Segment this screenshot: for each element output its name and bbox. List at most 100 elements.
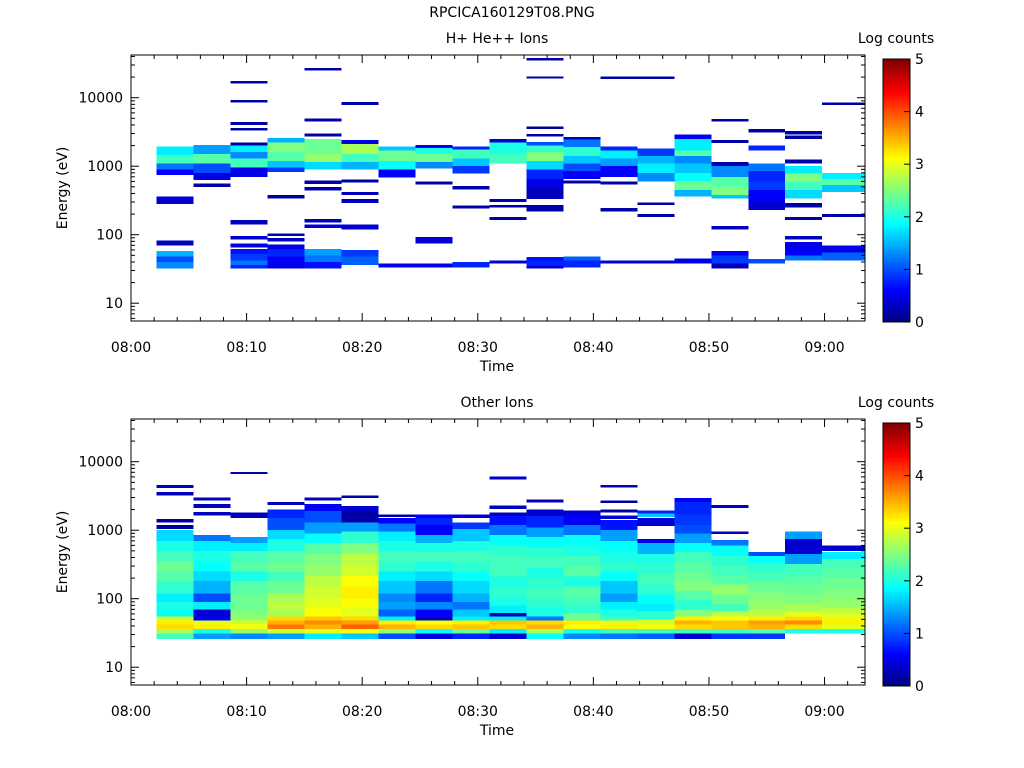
heatmap-cell [378, 518, 416, 524]
colorbar-segment [883, 243, 910, 247]
colorbar-segment [883, 536, 910, 540]
heatmap-cell [748, 552, 786, 557]
heatmap-cell [489, 205, 527, 208]
heatmap-cell [526, 516, 564, 528]
colorbar-segment [883, 127, 910, 131]
colorbar-segment [883, 599, 910, 603]
x-tick-label: 08:50 [689, 704, 729, 720]
heatmap-cell [600, 146, 638, 151]
heatmap-cell [304, 543, 342, 554]
colorbar-segment [883, 609, 910, 613]
heatmap-cell [415, 601, 453, 610]
heatmap-cell [193, 616, 231, 621]
heatmap-cell [267, 152, 305, 161]
heatmap-cell [489, 556, 527, 567]
heatmap-cell [156, 261, 194, 269]
heatmap-cell [267, 501, 305, 505]
heatmap-cell [600, 76, 638, 79]
heatmap-cell [341, 586, 379, 599]
heatmap-cell [156, 196, 194, 205]
x-tick-label: 08:30 [458, 340, 498, 356]
heatmap-cell [563, 556, 601, 567]
heatmap-cell [267, 629, 305, 634]
colorbar-segment [883, 151, 910, 155]
heatmap-cell [563, 514, 601, 525]
colorbar-segment [883, 174, 910, 178]
heatmap-cell [341, 598, 379, 608]
heatmap-cell [415, 561, 453, 572]
heatmap-cell [526, 257, 564, 261]
heatmap-cell [156, 530, 194, 541]
heatmap-cell [711, 539, 749, 546]
colorbar-segment [883, 454, 910, 458]
heatmap-cell [304, 566, 342, 576]
heatmap-cell [674, 609, 712, 617]
heatmap-cell [563, 137, 601, 140]
heatmap-cell [415, 543, 453, 553]
heatmap-cell [785, 538, 823, 554]
colorbar-segment [883, 219, 910, 223]
heatmap-cell [415, 571, 453, 582]
heatmap-cell [267, 244, 305, 249]
colorbar-segment [883, 208, 910, 213]
heatmap-cell [674, 600, 712, 610]
heatmap-cell [637, 172, 675, 182]
colorbar-tick-label: 1 [915, 262, 924, 278]
heatmap-cell [674, 514, 712, 525]
heatmap-cell [341, 624, 379, 630]
colorbar-segment [883, 114, 910, 118]
heatmap-cell [156, 492, 194, 496]
colorbar-segment [883, 438, 910, 443]
heatmap-cell [748, 189, 786, 203]
colorbar-segment [883, 636, 910, 640]
heatmap-cell [156, 629, 194, 634]
heatmap-cell [563, 612, 601, 621]
heatmap-cell [156, 550, 194, 562]
heatmap-cell [822, 552, 865, 559]
colorbar-segment [883, 538, 910, 542]
heatmap-cell [304, 218, 342, 223]
heatmap-cell [193, 172, 231, 180]
colorbar-segment [883, 580, 910, 585]
heatmap-cell [489, 612, 527, 617]
heatmap-cell [600, 166, 638, 177]
colorbar-segment [883, 501, 910, 506]
heatmap-cell [711, 140, 749, 143]
colorbar-segment [883, 232, 910, 236]
heatmap-cell [637, 513, 675, 518]
heatmap-cell [748, 128, 786, 133]
heatmap-cell [600, 571, 638, 582]
heatmap-cell [711, 531, 749, 535]
heatmap-cell [785, 203, 823, 208]
colorbar-segment [883, 311, 910, 315]
heatmap-cell [822, 578, 865, 589]
heatmap-cell [563, 605, 601, 613]
heatmap-cell [489, 142, 527, 155]
heatmap-cell [489, 620, 527, 625]
colorbar-segment [883, 211, 910, 215]
colorbar-tick-label: 4 [915, 105, 924, 121]
colorbar-segment [883, 93, 910, 97]
colorbar-segment [883, 586, 910, 590]
heatmap-cell [822, 588, 865, 599]
heatmap-cell [489, 505, 527, 509]
colorbar-frame [882, 422, 911, 687]
x-tick-label: 08:20 [342, 340, 382, 356]
heatmap-cell [711, 624, 749, 630]
heatmap-cell [378, 169, 416, 178]
colorbar-segment [883, 158, 910, 163]
heatmap-cell [822, 179, 865, 186]
heatmap-cell [304, 616, 342, 621]
heatmap-cell [637, 584, 675, 595]
heatmap-cell [304, 522, 342, 534]
colorbar-segment [883, 106, 910, 110]
heatmap-cell [489, 576, 527, 587]
heatmap-cell [637, 163, 675, 173]
heatmap-cell [230, 620, 268, 625]
heatmap-cell [489, 629, 527, 634]
heatmap-cell [674, 172, 712, 182]
heatmap-cell [674, 571, 712, 582]
colorbar-segment [883, 428, 910, 432]
heatmap-cell [304, 598, 342, 608]
heatmap-cell [267, 509, 305, 519]
